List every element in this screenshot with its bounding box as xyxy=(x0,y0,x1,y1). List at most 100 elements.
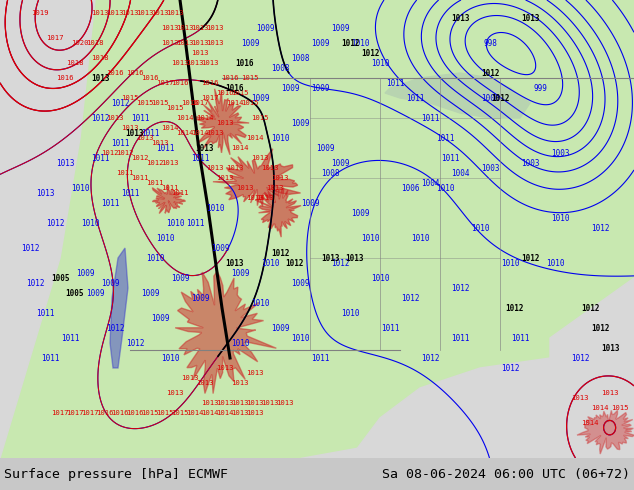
Text: 1012: 1012 xyxy=(491,94,509,102)
Text: 1011: 1011 xyxy=(61,334,79,343)
Text: 1013: 1013 xyxy=(91,10,109,16)
Text: 1012: 1012 xyxy=(501,364,519,372)
Text: 1011: 1011 xyxy=(101,198,119,207)
Text: 1009: 1009 xyxy=(311,39,329,48)
Text: 1011: 1011 xyxy=(381,323,399,333)
Text: 1010: 1010 xyxy=(351,39,369,48)
Text: 1013: 1013 xyxy=(236,185,254,191)
Text: 1013: 1013 xyxy=(246,410,264,416)
Text: 1015: 1015 xyxy=(136,100,154,106)
Text: 1010: 1010 xyxy=(551,214,569,222)
Text: 1011: 1011 xyxy=(406,94,424,102)
Text: 1013: 1013 xyxy=(231,400,249,406)
Text: 1009: 1009 xyxy=(141,289,159,297)
Text: 1013: 1013 xyxy=(176,25,194,31)
Text: 1013: 1013 xyxy=(136,135,154,141)
Text: 1013: 1013 xyxy=(201,400,219,406)
Text: 1016: 1016 xyxy=(216,90,234,96)
Text: 1014: 1014 xyxy=(197,115,214,121)
Text: 1003: 1003 xyxy=(481,164,499,172)
Text: 1012: 1012 xyxy=(481,69,499,77)
Text: 1009: 1009 xyxy=(291,278,309,288)
Text: 1009: 1009 xyxy=(301,198,320,207)
Text: 1013: 1013 xyxy=(166,10,184,16)
Text: 1019: 1019 xyxy=(31,10,49,16)
Text: 1012: 1012 xyxy=(131,155,149,161)
Text: 1009: 1009 xyxy=(281,83,299,93)
Text: 1013: 1013 xyxy=(201,60,219,66)
Text: 1015: 1015 xyxy=(121,95,139,101)
Text: 1017: 1017 xyxy=(81,410,99,416)
Text: 1013: 1013 xyxy=(216,400,234,406)
Text: 1013: 1013 xyxy=(246,370,264,376)
Text: 1014: 1014 xyxy=(246,135,264,141)
Text: 1013: 1013 xyxy=(216,120,234,126)
Text: 1008: 1008 xyxy=(291,53,309,63)
Text: 1013: 1013 xyxy=(231,410,249,416)
Text: 1017: 1017 xyxy=(201,95,219,101)
Text: 1012: 1012 xyxy=(26,278,44,288)
Text: 1013: 1013 xyxy=(206,25,224,31)
Text: 1013: 1013 xyxy=(216,365,234,371)
Text: 1014: 1014 xyxy=(216,410,234,416)
Text: 1017: 1017 xyxy=(51,410,68,416)
Text: 1012: 1012 xyxy=(331,259,349,268)
Text: 1011: 1011 xyxy=(146,180,164,186)
Text: 1010: 1010 xyxy=(231,339,249,347)
Text: 1009: 1009 xyxy=(256,24,275,32)
Text: 1016: 1016 xyxy=(56,75,74,81)
Text: 1013: 1013 xyxy=(161,160,179,166)
Text: 1014: 1014 xyxy=(581,420,598,426)
Text: 1018: 1018 xyxy=(91,55,109,61)
Text: 1014: 1014 xyxy=(176,115,194,121)
Text: 1012: 1012 xyxy=(91,114,109,122)
Text: 1013: 1013 xyxy=(251,155,269,161)
Text: 1011: 1011 xyxy=(91,153,109,163)
Text: 1005: 1005 xyxy=(66,289,84,297)
Text: 1016: 1016 xyxy=(181,100,198,106)
Text: 1016: 1016 xyxy=(141,75,158,81)
Text: 1009: 1009 xyxy=(251,94,269,102)
Text: 1010: 1010 xyxy=(361,234,379,243)
Text: 1011: 1011 xyxy=(120,189,139,197)
Text: 1013: 1013 xyxy=(56,158,74,168)
Text: 1016: 1016 xyxy=(126,410,144,416)
Text: 1016: 1016 xyxy=(111,410,129,416)
Text: 1015: 1015 xyxy=(152,100,169,106)
Text: 1014: 1014 xyxy=(186,410,204,416)
Polygon shape xyxy=(350,358,634,458)
Text: 1008: 1008 xyxy=(321,169,339,177)
Text: 1018: 1018 xyxy=(86,40,104,46)
Text: 1013: 1013 xyxy=(126,128,145,138)
Text: 1011: 1011 xyxy=(451,334,469,343)
Text: 1010: 1010 xyxy=(161,353,179,363)
Text: 1016: 1016 xyxy=(171,80,189,86)
Text: 1011: 1011 xyxy=(385,78,404,88)
Text: 1013: 1013 xyxy=(166,390,184,396)
Text: 1014: 1014 xyxy=(226,100,243,106)
Text: 1011: 1011 xyxy=(171,190,189,196)
Text: 1011: 1011 xyxy=(441,153,459,163)
Text: 1013: 1013 xyxy=(36,189,55,197)
Text: 1011: 1011 xyxy=(141,128,159,138)
Text: 1011: 1011 xyxy=(131,175,149,181)
Text: 1013: 1013 xyxy=(176,40,194,46)
Text: 1010: 1010 xyxy=(546,259,564,268)
Text: 1000: 1000 xyxy=(481,94,499,102)
Text: 1016: 1016 xyxy=(226,83,244,93)
Text: 1012: 1012 xyxy=(126,339,145,347)
Polygon shape xyxy=(256,186,301,237)
Text: 1012: 1012 xyxy=(146,160,164,166)
Polygon shape xyxy=(175,271,276,393)
Text: 1008: 1008 xyxy=(271,64,289,73)
Text: 1012: 1012 xyxy=(101,150,119,156)
Text: 1009: 1009 xyxy=(101,278,119,288)
Text: 1010: 1010 xyxy=(81,219,100,227)
Text: 1009: 1009 xyxy=(171,273,190,283)
Text: 1015: 1015 xyxy=(242,75,259,81)
Text: 1012: 1012 xyxy=(286,259,304,268)
Polygon shape xyxy=(300,398,634,458)
Text: 1013: 1013 xyxy=(451,14,469,23)
Text: 1003: 1003 xyxy=(521,158,540,168)
Text: 1010: 1010 xyxy=(71,183,89,193)
